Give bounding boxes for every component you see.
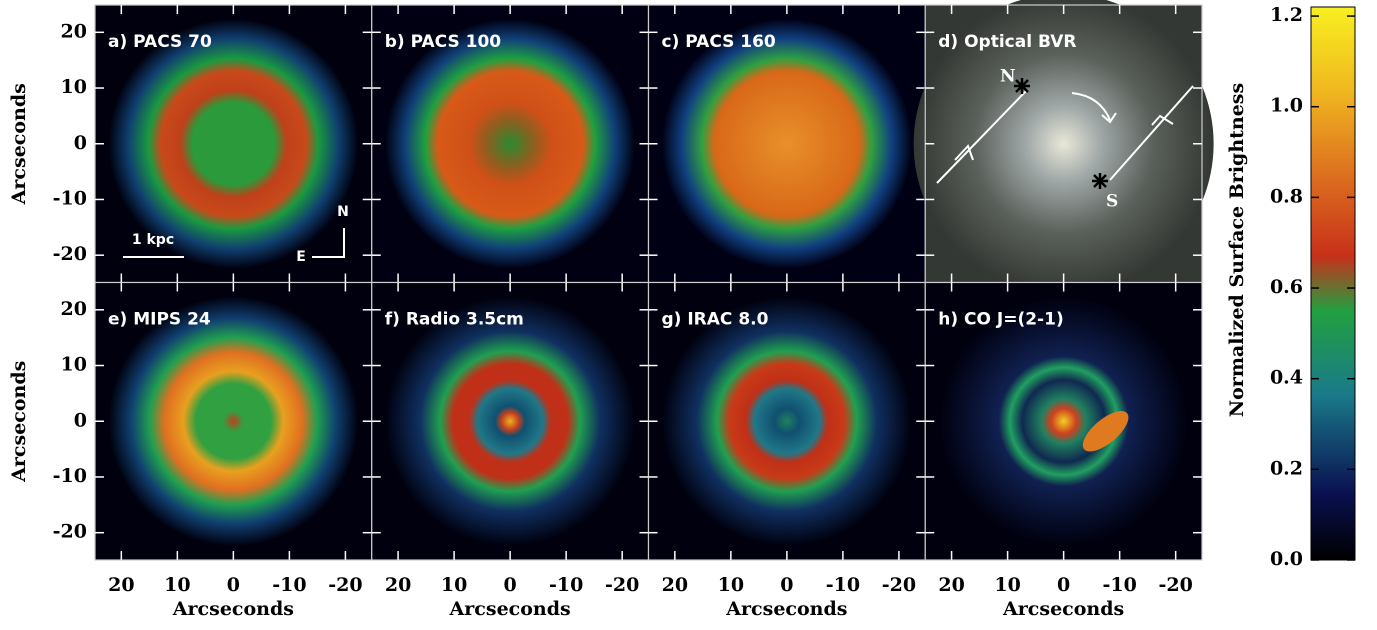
- emission-image: [661, 18, 912, 269]
- colorbar-label: Normalized Surface Brightness: [1226, 83, 1248, 417]
- emission-image: [913, 0, 1214, 294]
- x-axis-label: Arcseconds: [172, 598, 294, 620]
- y-axis-label: Arcseconds: [8, 361, 30, 483]
- x-tick-label: -20: [605, 574, 639, 596]
- panel: c) PACS 160: [647, 4, 926, 284]
- y-tick-label: 10: [61, 354, 87, 376]
- x-tick-label: 20: [385, 574, 411, 596]
- south-label: S: [1106, 192, 1118, 212]
- x-axis-label: Arcseconds: [1002, 598, 1124, 620]
- y-tick-label: 10: [61, 76, 87, 98]
- y-tick-label: 0: [74, 409, 87, 431]
- emission-image: [385, 296, 636, 547]
- x-tick-label: 20: [108, 574, 134, 596]
- y-tick-label: -20: [53, 243, 87, 265]
- colorbar-tick-label: 0.0: [1270, 548, 1303, 570]
- x-tick-label: -10: [826, 574, 860, 596]
- compass: [312, 228, 345, 258]
- emission-image: [938, 296, 1189, 547]
- emission-image: [385, 18, 636, 269]
- x-tick-label: 10: [994, 574, 1020, 596]
- x-axis-label: Arcseconds: [725, 598, 847, 620]
- y-axis-label: Arcseconds: [8, 83, 30, 205]
- colorbar-tick-label: 0.2: [1270, 457, 1303, 479]
- star-marker: [1014, 78, 1108, 189]
- y-tick-label: -20: [53, 521, 87, 543]
- x-tick-label: 20: [662, 574, 688, 596]
- y-tick-label: 20: [61, 298, 87, 320]
- emission-image: [108, 296, 359, 547]
- colorbar-tick-label: 1.2: [1270, 4, 1303, 26]
- colorbar-tick-label: 0.4: [1270, 367, 1303, 389]
- emission-image: [661, 296, 912, 547]
- panel-label: b) PACS 100: [385, 32, 502, 52]
- x-axis-label: Arcseconds: [449, 598, 571, 620]
- panel-label: a) PACS 70: [108, 32, 212, 52]
- panel-label: c) PACS 160: [662, 32, 776, 52]
- panel-label: g) IRAC 8.0: [662, 310, 769, 330]
- panel-label: f) Radio 3.5cm: [385, 310, 524, 330]
- colorbar-tick-label: 1.0: [1270, 95, 1303, 117]
- colorbar-tick-label: 0.6: [1270, 276, 1303, 298]
- panel: -20 -10 0 10 20 a) PACS 70 Arcseconds: [8, 4, 373, 284]
- x-tick-label: 0: [1057, 574, 1070, 596]
- y-tick-label: 20: [61, 20, 87, 42]
- x-tick-label: -20: [882, 574, 916, 596]
- y-tick-label: -10: [53, 187, 87, 209]
- y-tick-label: -10: [53, 465, 87, 487]
- x-tick-label: 10: [718, 574, 744, 596]
- panel-label: e) MIPS 24: [108, 310, 211, 330]
- panel: 20 10 0 -10 -20 h) CO J=(2-1) Arcseconds: [924, 281, 1203, 620]
- panel: 20 10 0 -10 -20 -20 -10 0 10 20 e) MIPS 24 Arcsecon…: [8, 281, 373, 620]
- x-tick-label: 0: [780, 574, 793, 596]
- panel: 20 10 0 -10 -20 f) Radio 3.5cm Arcseconds: [371, 281, 650, 620]
- panel-label: d) Optical BVR: [938, 32, 1076, 52]
- x-tick-label: 0: [227, 574, 240, 596]
- x-tick-label: 0: [504, 574, 517, 596]
- x-tick-label: -10: [549, 574, 583, 596]
- x-tick-label: 10: [164, 574, 190, 596]
- north-label: N: [1000, 67, 1016, 87]
- x-tick-label: -20: [328, 574, 362, 596]
- panel-label: h) CO J=(2-1): [938, 310, 1063, 330]
- compass-north: N: [337, 204, 349, 220]
- scale-bar-label: 1 kpc: [132, 232, 174, 248]
- panel: b) PACS 100: [371, 4, 650, 284]
- panel: d) Optical BVR: [913, 0, 1214, 294]
- x-tick-label: -10: [272, 574, 306, 596]
- colorbar: [1310, 6, 1356, 561]
- emission-image: [108, 18, 359, 269]
- x-tick-label: 10: [441, 574, 467, 596]
- x-tick-label: -10: [1102, 574, 1136, 596]
- panel: 20 10 0 -10 -20 g) IRAC 8.0 Arcseconds: [647, 281, 926, 620]
- rotation-arrow: [1071, 92, 1117, 124]
- emission-blob: [1082, 411, 1129, 452]
- slit-line: [936, 85, 1194, 184]
- compass-east: E: [296, 249, 306, 265]
- x-tick-label: 20: [938, 574, 964, 596]
- colorbar-tick-label: 0.8: [1270, 185, 1303, 207]
- x-tick-label: -20: [1159, 574, 1193, 596]
- y-tick-label: 0: [74, 132, 87, 154]
